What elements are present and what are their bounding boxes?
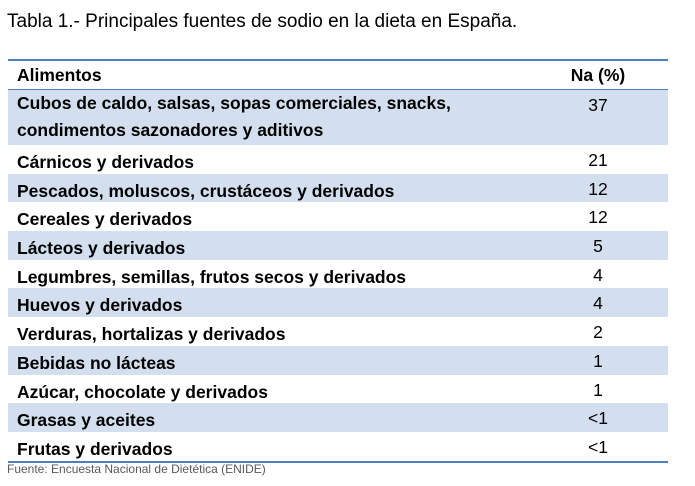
row-food: Legumbres, semillas, frutos secos y deri… — [17, 266, 407, 287]
row-na: 12 — [588, 207, 608, 228]
table-row: Frutas y derivados <1 — [8, 432, 668, 461]
row-na: <1 — [588, 408, 608, 429]
row-food: Cereales y derivados — [17, 209, 193, 230]
table-row: Cubos de caldo, salsas, sopas comerciale… — [8, 90, 668, 145]
table-row: Bebidas no lácteas 1 — [8, 345, 668, 375]
row-food: Bebidas no lácteas — [17, 352, 176, 373]
row-na: 1 — [593, 350, 603, 371]
row-food: Frutas y derivados — [17, 438, 173, 459]
header-na: Na (%) — [570, 65, 626, 85]
row-na: 21 — [588, 150, 608, 170]
table-caption: Tabla 1.- Principales fuentes de sodio e… — [7, 11, 518, 32]
row-na: <1 — [588, 436, 608, 457]
table-row: Huevos y derivados 4 — [8, 288, 668, 318]
table-row: Azúcar, chocolate y derivados 1 — [8, 375, 668, 404]
row-food: Azúcar, chocolate y derivados — [17, 381, 268, 402]
row-na: 12 — [588, 178, 608, 199]
table-source-note: Fuente: Encuesta Nacional de Dietética (… — [7, 462, 266, 476]
sodium-sources-table: Alimentos Na (%) Cubos de caldo, salsas,… — [8, 59, 668, 463]
row-food: Grasas y aceites — [17, 410, 156, 431]
table-top-rule — [8, 59, 668, 61]
row-food: Huevos y derivados — [17, 295, 183, 316]
row-food-line: condimentos sazonadores y aditivos — [17, 120, 324, 140]
table-row: Cárnicos y derivados 21 — [8, 145, 668, 174]
row-food: Verduras, hortalizas y derivados — [17, 324, 286, 345]
table-row: Grasas y aceites <1 — [8, 403, 668, 432]
table-row: Legumbres, semillas, frutos secos y deri… — [8, 260, 668, 289]
row-na: 37 — [588, 95, 608, 115]
row-na: 5 — [593, 236, 603, 257]
row-food: Cubos de caldo, salsas, sopas comerciale… — [8, 90, 528, 144]
header-food: Alimentos — [17, 64, 102, 85]
row-na: 1 — [593, 379, 603, 400]
table-header-row: Alimentos Na (%) — [8, 61, 668, 89]
table-header-rule — [8, 89, 668, 90]
row-food: Lácteos y derivados — [17, 238, 186, 259]
table-bottom-rule — [8, 460, 668, 463]
table-row: Pescados, moluscos, crustáceos y derivad… — [8, 173, 668, 203]
row-food-line: Cubos de caldo, salsas, sopas comerciale… — [17, 93, 451, 113]
table-row: Cereales y derivados 12 — [8, 202, 668, 231]
row-food: Pescados, moluscos, crustáceos y derivad… — [17, 180, 395, 201]
row-food: Cárnicos y derivados — [17, 152, 195, 172]
row-na: 4 — [593, 293, 603, 314]
table-row: Verduras, hortalizas y derivados 2 — [8, 317, 668, 346]
row-na: 2 — [593, 322, 603, 343]
table-row: Lácteos y derivados 5 — [8, 231, 668, 260]
row-na: 4 — [593, 264, 603, 285]
